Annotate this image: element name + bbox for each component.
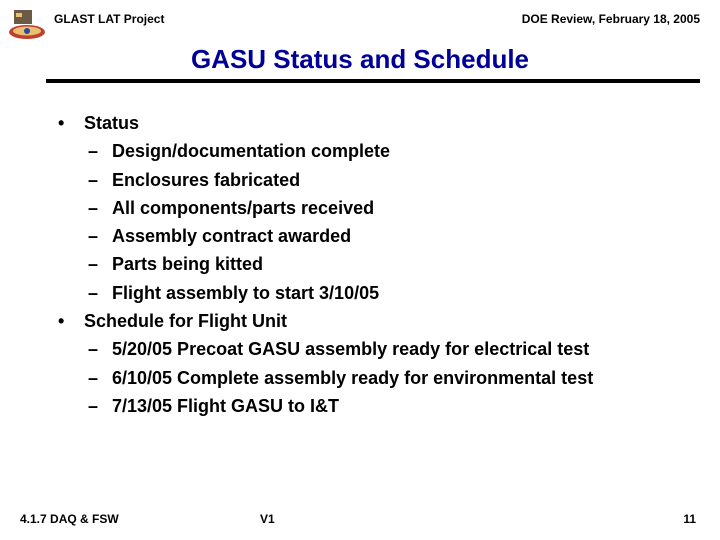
footer-center: V1: [260, 512, 275, 526]
dash-mark-icon: –: [88, 168, 112, 192]
bullet-text: Schedule for Flight Unit: [84, 309, 287, 333]
bullet-mark-icon: •: [58, 309, 84, 333]
sub-bullet-text: 6/10/05 Complete assembly ready for envi…: [112, 366, 593, 390]
sub-bullet-text: Design/documentation complete: [112, 139, 390, 163]
sub-bullet-text: 5/20/05 Precoat GASU assembly ready for …: [112, 337, 589, 361]
bullet-mark-icon: •: [58, 111, 84, 135]
sub-bullet-item: – Enclosures fabricated: [88, 168, 700, 192]
sub-bullet-item: – Design/documentation complete: [88, 139, 700, 163]
glast-logo-icon: [8, 10, 46, 40]
sub-bullet-item: – 5/20/05 Precoat GASU assembly ready fo…: [88, 337, 700, 361]
dash-mark-icon: –: [88, 224, 112, 248]
sub-bullet-text: Enclosures fabricated: [112, 168, 300, 192]
sub-bullet-text: Assembly contract awarded: [112, 224, 351, 248]
sub-bullet-item: – Assembly contract awarded: [88, 224, 700, 248]
footer-left: 4.1.7 DAQ & FSW: [20, 512, 119, 526]
sub-bullet-item: – All components/parts received: [88, 196, 700, 220]
sub-bullet-item: – 6/10/05 Complete assembly ready for en…: [88, 366, 700, 390]
bullet-item: • Schedule for Flight Unit: [58, 309, 700, 333]
slide-header: GLAST LAT Project DOE Review, February 1…: [0, 0, 720, 40]
sub-bullet-text: All components/parts received: [112, 196, 374, 220]
dash-mark-icon: –: [88, 139, 112, 163]
dash-mark-icon: –: [88, 366, 112, 390]
sub-bullet-text: Flight assembly to start 3/10/05: [112, 281, 379, 305]
sub-bullet-text: Parts being kitted: [112, 252, 263, 276]
slide-content: • Status – Design/documentation complete…: [0, 83, 720, 418]
sub-bullet-text: 7/13/05 Flight GASU to I&T: [112, 394, 339, 418]
dash-mark-icon: –: [88, 281, 112, 305]
header-text-row: GLAST LAT Project DOE Review, February 1…: [54, 8, 700, 26]
bullet-item: • Status: [58, 111, 700, 135]
dash-mark-icon: –: [88, 196, 112, 220]
sub-bullet-item: – Parts being kitted: [88, 252, 700, 276]
review-date: DOE Review, February 18, 2005: [522, 12, 700, 26]
footer-right: 11: [683, 512, 696, 526]
dash-mark-icon: –: [88, 252, 112, 276]
slide-title: GASU Status and Schedule: [0, 44, 720, 75]
bullet-text: Status: [84, 111, 139, 135]
sub-bullet-item: – 7/13/05 Flight GASU to I&T: [88, 394, 700, 418]
sub-bullet-item: – Flight assembly to start 3/10/05: [88, 281, 700, 305]
slide-footer: 4.1.7 DAQ & FSW V1 11: [0, 512, 720, 526]
project-name: GLAST LAT Project: [54, 12, 164, 26]
dash-mark-icon: –: [88, 394, 112, 418]
dash-mark-icon: –: [88, 337, 112, 361]
